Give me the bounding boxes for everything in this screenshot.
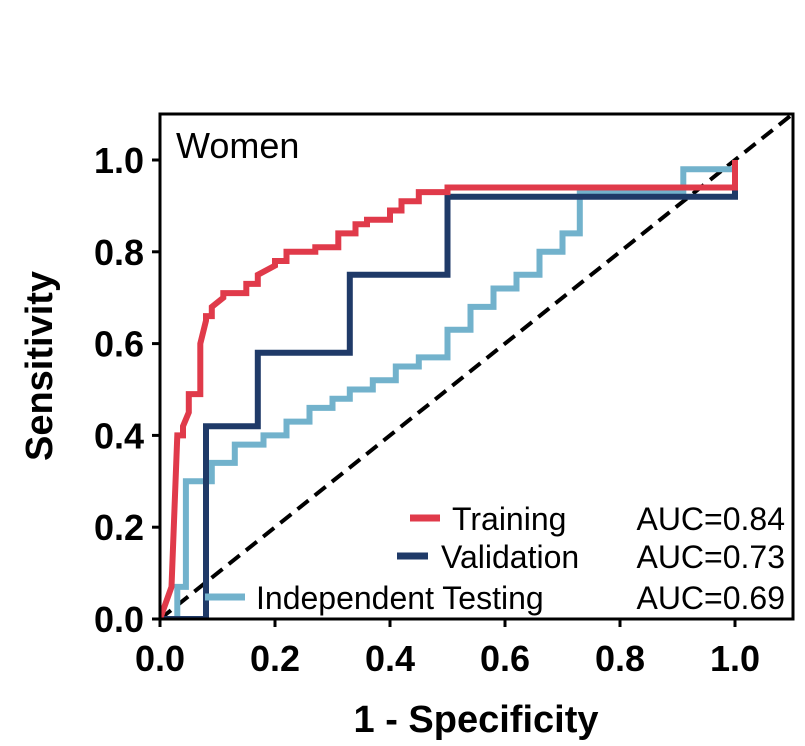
y-tick-label: 0.2: [94, 507, 144, 548]
legend-label: Independent Testing: [256, 580, 544, 616]
x-tick-label: 1.0: [710, 638, 760, 679]
series-line-independent-testing: [160, 166, 735, 619]
plot-frame: [158, 112, 795, 621]
series-layer: [160, 114, 793, 619]
legend: Training AUC=0.84 Validation AUC=0.73 Indepe…: [205, 501, 785, 616]
x-tick-label: 0.6: [480, 638, 530, 679]
legend-label: Training: [452, 501, 566, 537]
y-tick-label: 0.6: [94, 324, 144, 365]
y-axis-label: Sensitivity: [19, 271, 61, 461]
x-axis-label: 1 - Specificity: [354, 699, 599, 741]
series-line-reference: [160, 114, 793, 619]
series-line-training: [160, 160, 738, 619]
y-tick-label: 0.0: [94, 599, 144, 640]
x-tick-label: 0.0: [135, 638, 185, 679]
x-tick-label: 0.2: [250, 638, 300, 679]
legend-auc: AUC=0.73: [636, 539, 785, 575]
x-tick-label: 0.8: [595, 638, 645, 679]
legend-label: Validation: [441, 539, 579, 575]
y-tick-label: 0.4: [94, 415, 144, 456]
legend-auc: AUC=0.69: [636, 580, 785, 616]
y-tick-label: 0.8: [94, 232, 144, 273]
panel-title: Women: [176, 125, 299, 166]
legend-auc: AUC=0.84: [636, 501, 785, 537]
x-tick-label: 0.4: [365, 638, 415, 679]
ticks-layer: 0.0 0.2 0.4 0.6 0.8 1.0 0.0 0.2 0.4 0.6 0.8 1.0: [94, 140, 760, 679]
series-line-validation: [160, 187, 738, 619]
y-tick-label: 1.0: [94, 140, 144, 181]
